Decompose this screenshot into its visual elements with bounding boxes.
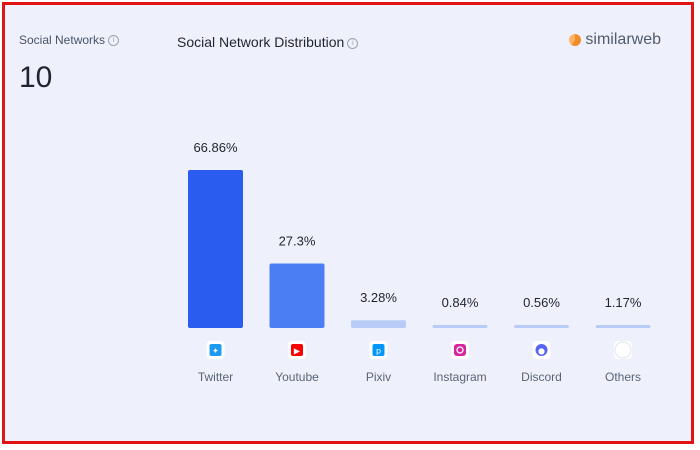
bar-discord[interactable] (514, 325, 569, 328)
category-label: Instagram (433, 370, 486, 384)
svg-text:●: ● (538, 347, 545, 356)
info-icon[interactable]: i (108, 35, 120, 47)
category-label: Pixiv (366, 370, 391, 384)
bar-pixiv[interactable] (351, 320, 406, 328)
value-label: 3.28% (360, 290, 397, 305)
social-networks-label-text: Social Networks (19, 33, 106, 47)
category-label: Youtube (275, 370, 319, 384)
youtube-icon: ▶ (288, 341, 306, 359)
value-label: 0.84% (442, 295, 479, 310)
others-icon (614, 341, 632, 359)
brand-logo: similarweb (569, 31, 661, 49)
social-networks-label: Social Networks i (19, 33, 120, 47)
pixiv-icon: p (369, 341, 388, 359)
instagram-icon (451, 341, 469, 359)
bar-twitter[interactable] (188, 170, 243, 328)
similarweb-logo-icon (569, 34, 582, 46)
bar-instagram[interactable] (432, 325, 488, 328)
chart-title: Social Network Distribution i (177, 34, 359, 50)
svg-text:✦: ✦ (212, 347, 219, 356)
chart-frame: Social Networks i 10 Social Network Distr… (2, 2, 694, 444)
value-label: 1.17% (605, 295, 642, 310)
discord-icon: ● (532, 341, 551, 359)
twitter-icon: ✦ (206, 341, 225, 359)
bar-youtube[interactable] (269, 263, 325, 328)
category-label: Twitter (198, 370, 233, 384)
category-label: Discord (521, 370, 562, 384)
value-label: 27.3% (279, 233, 316, 248)
svg-text:p: p (376, 347, 381, 356)
value-label: 0.56% (523, 295, 560, 310)
brand-name: similarweb (585, 31, 661, 48)
category-label: Others (605, 370, 641, 384)
chart-info-icon[interactable]: i (347, 37, 359, 49)
bar-others[interactable] (595, 325, 651, 328)
svg-text:▶: ▶ (294, 347, 301, 356)
social-networks-count: 10 (19, 61, 53, 94)
chart-title-text: Social Network Distribution (177, 34, 345, 50)
value-label: 66.86% (193, 140, 238, 155)
